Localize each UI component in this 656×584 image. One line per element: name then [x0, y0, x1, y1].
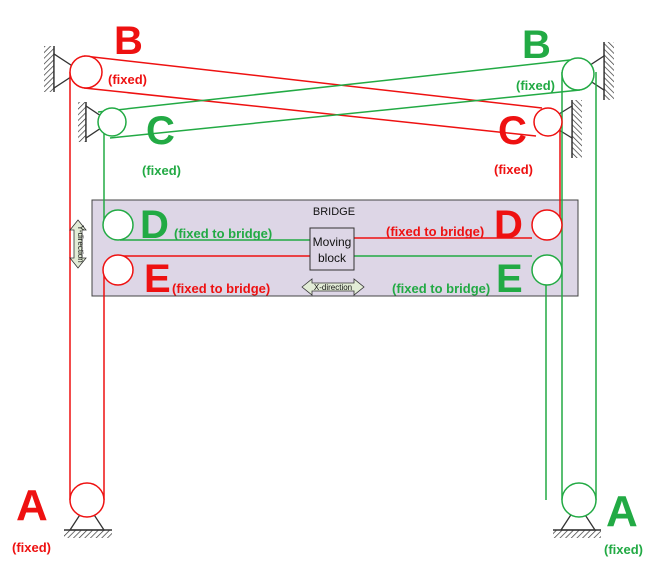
- label-A-left-note: (fixed): [12, 540, 51, 555]
- label-E-right: E: [496, 257, 523, 301]
- pulley-A-right: [561, 482, 597, 518]
- pulley-E-left: [102, 254, 134, 286]
- moving-block-line2: block: [318, 251, 347, 265]
- red-belt: [69, 55, 561, 500]
- label-A-left: A: [16, 481, 48, 530]
- label-E-left-note: (fixed to bridge): [172, 281, 270, 296]
- label-D-left: D: [140, 203, 169, 247]
- label-C-left: C: [146, 109, 175, 153]
- support-B-left: [44, 46, 82, 92]
- svg-text:X-direction: X-direction: [314, 283, 352, 292]
- label-C-right-note: (fixed): [494, 162, 533, 177]
- pulley-E-right: [531, 254, 563, 286]
- green-belt: [97, 59, 597, 500]
- label-B-left-note: (fixed): [108, 72, 147, 87]
- pulley-C-left: [97, 107, 127, 137]
- label-D-left-note: (fixed to bridge): [174, 226, 272, 241]
- label-A-right: A: [606, 487, 638, 536]
- pulley-C-right: [533, 107, 563, 137]
- label-B-right: B: [522, 23, 551, 67]
- moving-block-line1: Moving: [313, 235, 352, 249]
- label-E-left: E: [144, 257, 171, 301]
- pulley-D-left: [102, 209, 134, 241]
- bridge-title: BRIDGE: [313, 206, 355, 218]
- moving-block: [309, 227, 355, 271]
- label-C-left-note: (fixed): [142, 163, 181, 178]
- svg-text:Y-direction: Y-direction: [76, 225, 85, 263]
- label-D-right: D: [494, 203, 523, 247]
- pulley-A-left: [69, 482, 105, 518]
- pulley-B-left: [69, 55, 103, 89]
- label-B-right-note: (fixed): [516, 78, 555, 93]
- label-C-right: C: [498, 109, 527, 153]
- pulley-B-right: [561, 57, 595, 91]
- label-B-left: B: [114, 19, 143, 63]
- pulley-D-right: [531, 209, 563, 241]
- label-D-right-note: (fixed to bridge): [386, 224, 484, 239]
- y-direction-arrow: Y-direction: [69, 219, 87, 269]
- label-A-right-note: (fixed): [604, 542, 643, 557]
- label-E-right-note: (fixed to bridge): [392, 281, 490, 296]
- x-direction-arrow: X-direction: [301, 278, 365, 296]
